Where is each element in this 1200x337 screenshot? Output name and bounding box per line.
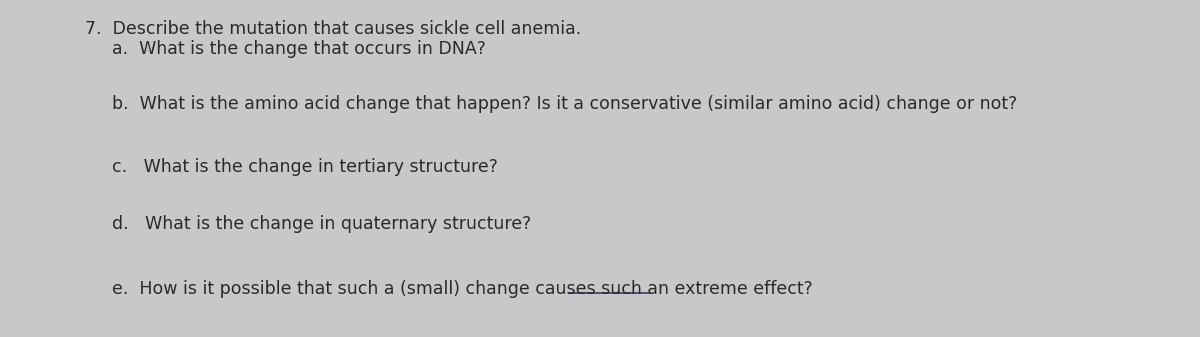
Text: change: change — [590, 280, 654, 298]
Text: e.  How is it possible that such a (small): e. How is it possible that such a (small… — [112, 280, 466, 298]
Text: b.  What is the amino acid change that happen? Is it a conservative (similar ami: b. What is the amino acid change that ha… — [112, 95, 1018, 113]
Text: c.   What is the change in tertiary structure?: c. What is the change in tertiary struct… — [112, 158, 498, 176]
Text: 7.  Describe the mutation that causes sickle cell anemia.: 7. Describe the mutation that causes sic… — [85, 20, 581, 38]
Text: a.  What is the change that occurs in DNA?: a. What is the change that occurs in DNA… — [112, 40, 486, 58]
Text: e.  How is it possible that such a (small) change causes such an extreme effect?: e. How is it possible that such a (small… — [112, 280, 812, 298]
Text: d.   What is the change in quaternary structure?: d. What is the change in quaternary stru… — [112, 215, 532, 233]
